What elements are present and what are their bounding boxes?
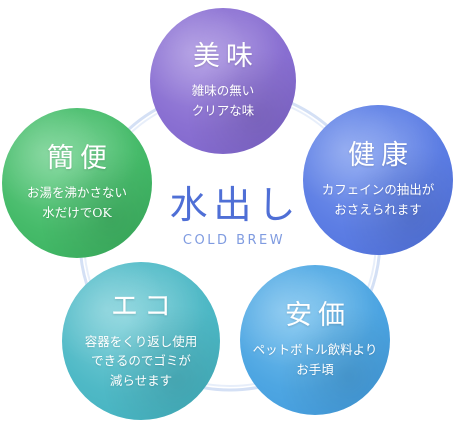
benefit-health-title: 健康 [348, 139, 414, 171]
benefit-taste: 美味 雑味の無い クリアな味 [150, 8, 296, 154]
benefit-convenience-description: お湯を沸かさない 水だけでOK [26, 185, 127, 220]
center-label: 水出し COLD BREW [160, 183, 305, 248]
benefit-price-title: 安価 [285, 299, 351, 331]
benefit-taste-description: 雑味の無い クリアな味 [191, 83, 255, 118]
benefit-eco-description: 容器をくり返し使用 できるのでゴミが 減らせます [84, 333, 198, 388]
benefit-health-description: カフェインの抽出が おさえられます [321, 182, 435, 217]
benefit-convenience-title: 簡便 [47, 142, 113, 174]
benefit-eco: エコ 容器をくり返し使用 できるのでゴミが 減らせます [62, 262, 220, 420]
benefit-price: 安価 ペットボトル飲料より お手頃 [240, 265, 390, 415]
benefit-convenience: 簡便 お湯を沸かさない 水だけでOK [2, 108, 152, 258]
benefit-health: 健康 カフェインの抽出が おさえられます [303, 105, 453, 255]
benefit-price-description: ペットボトル飲料より お手頃 [252, 342, 378, 377]
center-title: 水出し [169, 183, 302, 227]
center-subtitle: COLD BREW [182, 232, 286, 248]
benefit-taste-title: 美味 [193, 40, 259, 72]
benefit-eco-title: エコ [111, 291, 177, 323]
